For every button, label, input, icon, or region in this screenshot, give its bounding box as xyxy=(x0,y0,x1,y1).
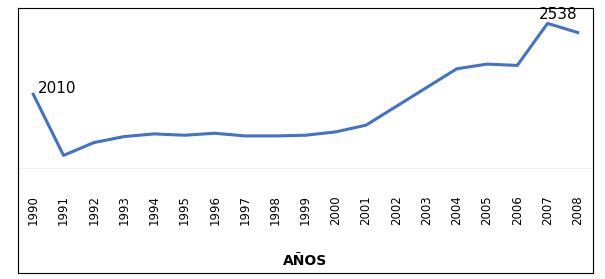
Text: 2002: 2002 xyxy=(390,196,403,225)
Text: AÑOS: AÑOS xyxy=(283,254,328,268)
Text: 1999: 1999 xyxy=(299,196,312,225)
Text: 1992: 1992 xyxy=(87,196,100,225)
Text: 2003: 2003 xyxy=(420,196,433,225)
Text: 2007: 2007 xyxy=(541,196,554,225)
Text: 1996: 1996 xyxy=(208,196,221,225)
Text: 2005: 2005 xyxy=(480,196,494,225)
Text: 1993: 1993 xyxy=(117,196,131,225)
Text: 1998: 1998 xyxy=(269,196,282,225)
Text: 1994: 1994 xyxy=(148,196,161,225)
Text: 2004: 2004 xyxy=(450,196,463,225)
Text: 2006: 2006 xyxy=(511,196,524,225)
Text: 2538: 2538 xyxy=(538,7,577,22)
Text: 1997: 1997 xyxy=(238,196,252,225)
Text: 1990: 1990 xyxy=(27,196,40,225)
Text: 2008: 2008 xyxy=(571,196,584,225)
Text: 2010: 2010 xyxy=(38,81,76,96)
Text: 2001: 2001 xyxy=(359,196,373,225)
Text: 1991: 1991 xyxy=(57,196,70,225)
Text: 1995: 1995 xyxy=(178,196,191,225)
Text: 2000: 2000 xyxy=(329,196,342,225)
